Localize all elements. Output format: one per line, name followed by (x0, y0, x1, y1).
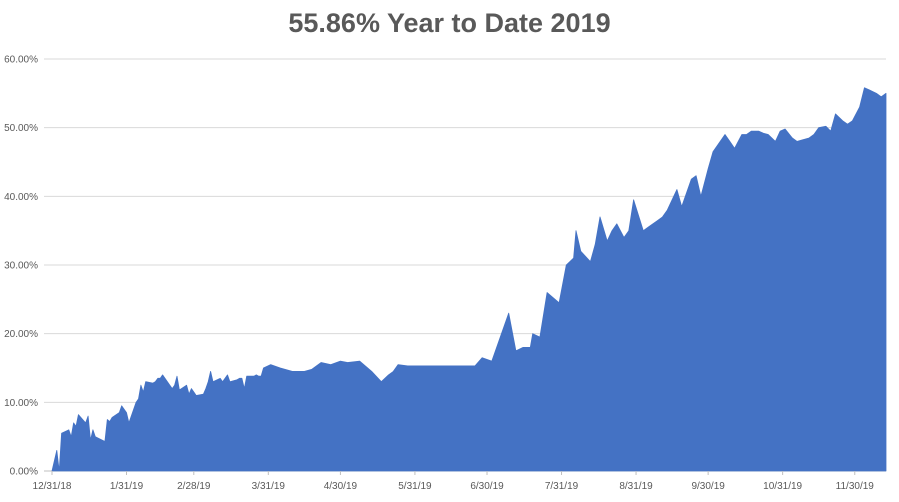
y-tick-label: 60.00% (4, 55, 38, 66)
x-tick-label: 12/31/18 (33, 481, 72, 492)
area-series (51, 87, 887, 472)
y-tick-label: 30.00% (4, 261, 38, 272)
y-tick-label: 50.00% (4, 123, 38, 134)
x-tick-label: 9/30/19 (691, 481, 725, 492)
x-tick-label: 5/31/19 (398, 481, 432, 492)
x-tick-label: 10/31/19 (763, 481, 802, 492)
y-tick-label: 0.00% (10, 467, 38, 478)
x-tick-label: 2/28/19 (177, 481, 211, 492)
chart-title: 55.86% Year to Date 2019 (288, 8, 611, 38)
x-tick-label: 6/30/19 (470, 481, 504, 492)
x-tick-label: 7/31/19 (545, 481, 579, 492)
x-tick-label: 3/31/19 (252, 481, 286, 492)
x-tick-label: 4/30/19 (324, 481, 358, 492)
x-tick-label: 1/31/19 (110, 481, 144, 492)
x-tick-label: 11/30/19 (836, 481, 875, 492)
y-tick-label: 40.00% (4, 192, 38, 203)
y-tick-label: 10.00% (4, 398, 38, 409)
y-tick-label: 20.00% (4, 329, 38, 340)
x-tick-label: 8/31/19 (619, 481, 653, 492)
